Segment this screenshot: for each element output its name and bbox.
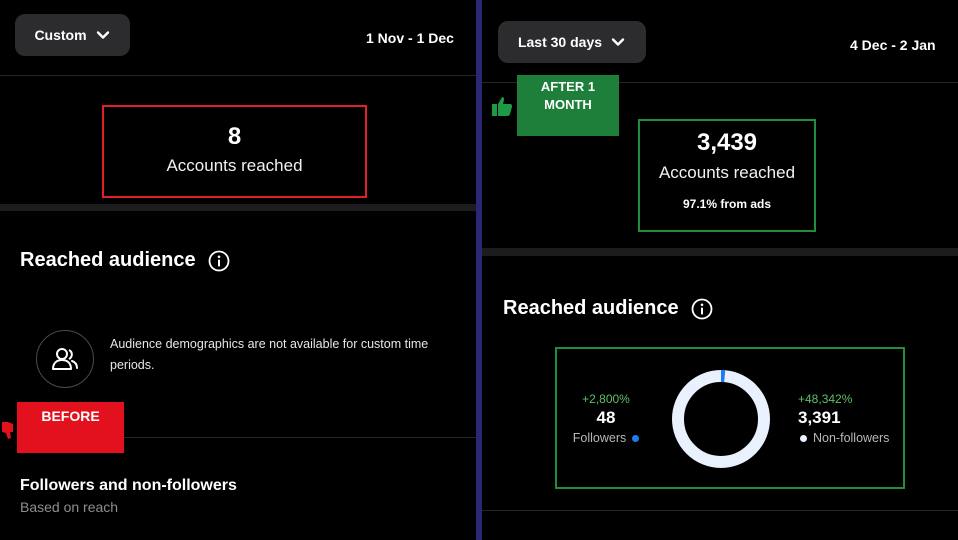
- section-separator: [482, 248, 958, 256]
- accounts-reached-label: Accounts reached: [166, 156, 303, 175]
- time-range-dropdown[interactable]: Custom: [15, 14, 130, 56]
- accounts-reached-value: 3,439: [696, 129, 758, 156]
- people-icon: [52, 348, 78, 370]
- chevron-down-icon: [611, 38, 625, 46]
- followers-section-title: Followers and non-followers: [20, 477, 237, 494]
- audience-breakdown-card: [555, 347, 905, 489]
- non-followers-dot: [800, 434, 807, 442]
- audience-donut: [672, 370, 770, 468]
- followers-section-subtitle: Based on reach: [20, 499, 119, 515]
- before-stamp-label: BEFORE: [41, 408, 100, 424]
- followers-label: Followers: [572, 431, 627, 445]
- followers-stat: +2,800% 48 Followers: [566, 392, 646, 445]
- donut-followers-arc: [672, 370, 770, 468]
- reached-audience-heading: Reached audience: [503, 297, 713, 320]
- non-followers-change: +48,342%: [798, 392, 853, 406]
- non-followers-value: 3,391: [798, 408, 841, 427]
- info-icon[interactable]: [691, 298, 713, 320]
- donut-non-followers-ring: [672, 370, 770, 468]
- non-followers-legend: Non-followers: [794, 431, 904, 445]
- reached-audience-heading: Reached audience: [20, 249, 230, 272]
- dropdown-label: Last 30 days: [517, 34, 603, 50]
- thumbs-down-icon: [2, 422, 13, 439]
- after-panel: Last 30 days 4 Dec - 2 Jan AFTER 1 MONTH…: [482, 0, 958, 540]
- followers-value: 48: [596, 408, 616, 427]
- section-separator: [0, 204, 476, 211]
- non-followers-label: Non-followers: [813, 431, 890, 445]
- chevron-down-icon: [96, 31, 109, 39]
- after-stamp: AFTER 1 MONTH: [517, 75, 619, 136]
- followers-dot: [632, 434, 640, 442]
- thumbs-up-icon: [492, 97, 513, 116]
- dropdown-label: Custom: [34, 27, 87, 43]
- divider-line: [482, 82, 958, 83]
- accounts-reached-value: 8: [227, 123, 242, 150]
- accounts-reached-card[interactable]: 3,439 Accounts reached 97.1% from ads: [638, 119, 816, 232]
- panel-divider: [476, 0, 482, 540]
- before-panel: Custom 1 Nov - 1 Dec 8 Accounts reached …: [0, 0, 476, 540]
- from-ads-text: 97.1% from ads: [682, 197, 772, 211]
- after-stamp-line2: MONTH: [544, 97, 592, 112]
- audience-avatar: [36, 330, 94, 388]
- divider-line: [0, 75, 476, 76]
- info-icon[interactable]: [208, 250, 230, 272]
- before-stamp: BEFORE: [17, 402, 124, 453]
- after-stamp-line1: AFTER 1: [540, 79, 596, 94]
- non-followers-stat: +48,342% 3,391 Non-followers: [794, 392, 904, 445]
- followers-change: +2,800%: [582, 392, 630, 406]
- divider-line: [124, 437, 476, 438]
- followers-legend: Followers: [566, 431, 646, 445]
- reached-audience-title: Reached audience: [503, 297, 679, 319]
- reached-audience-title: Reached audience: [20, 249, 196, 271]
- date-range: 1 Nov - 1 Dec: [366, 30, 454, 46]
- divider-line: [482, 510, 958, 511]
- accounts-reached-label: Accounts reached: [658, 163, 796, 182]
- date-range: 4 Dec - 2 Jan: [850, 37, 936, 53]
- demographics-notice: Audience demographics are not available …: [110, 337, 429, 372]
- time-range-dropdown[interactable]: Last 30 days: [498, 21, 646, 63]
- accounts-reached-card[interactable]: 8 Accounts reached: [102, 105, 367, 198]
